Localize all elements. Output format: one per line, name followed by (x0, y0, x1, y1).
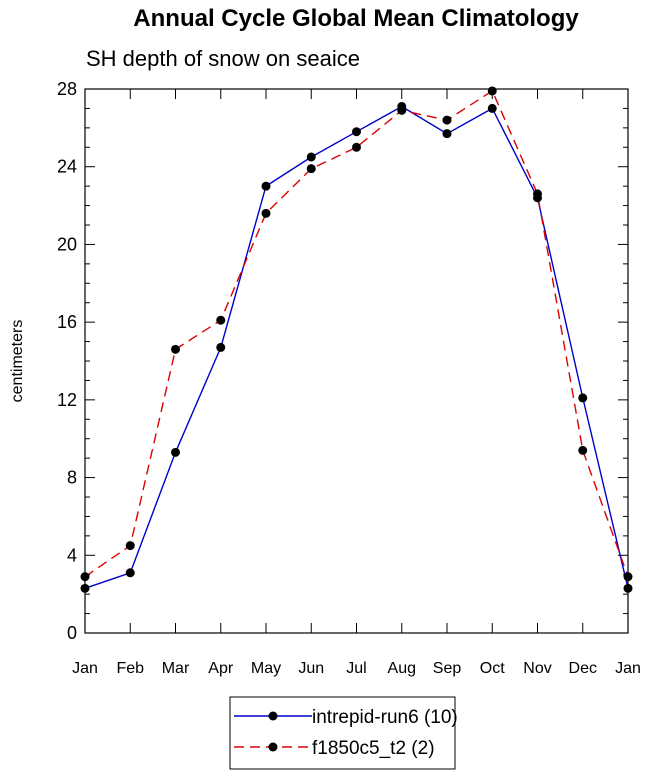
x-tick-label: Aug (388, 660, 416, 677)
series-line-2 (84, 90, 629, 578)
legend-marker-series-1 (268, 711, 278, 721)
x-tick-label: Jan (72, 660, 98, 677)
y-tick-label: 16 (57, 312, 77, 332)
data-point-series-1 (80, 583, 90, 593)
x-tick-labels: Jan Feb Mar Apr May Jun Jul Aug Sep Oct Nov Dec Jan (72, 660, 641, 677)
data-point-series-1 (261, 181, 271, 191)
y-tick-label: 20 (57, 234, 77, 254)
x-tick-label: Sep (433, 660, 462, 677)
data-point-series-2 (397, 105, 407, 115)
data-point-series-1 (125, 568, 135, 578)
series-layer (80, 86, 633, 593)
legend-box (229, 696, 456, 770)
x-tick-label: Jan (615, 660, 641, 677)
x-tick-label: Jul (346, 660, 366, 677)
y-tick-labels: 0 4 8 12 16 20 24 28 (57, 79, 77, 643)
data-point-series-2 (487, 86, 497, 96)
y-tick-label: 8 (67, 468, 77, 488)
y-axis-label: centimeters (9, 320, 26, 403)
data-point-series-1 (578, 393, 588, 403)
x-tick-label: Feb (116, 660, 144, 677)
x-tick-label: Dec (569, 660, 597, 677)
data-point-series-2 (125, 541, 135, 551)
legend-label-series-2: f1850c5_t2 (2) (312, 738, 435, 759)
data-point-series-1 (216, 342, 226, 352)
tick-marks (84, 88, 629, 634)
y-tick-label: 4 (67, 545, 77, 565)
data-point-series-1 (487, 103, 497, 113)
data-point-series-1 (352, 127, 361, 137)
x-tick-label: Mar (162, 660, 190, 677)
data-point-series-2 (216, 315, 226, 325)
x-tick-label: May (251, 660, 281, 677)
data-point-series-2 (352, 142, 361, 152)
data-point-series-2 (533, 189, 542, 199)
data-point-series-1 (442, 129, 452, 139)
data-point-series-2 (623, 572, 633, 582)
plot-frame (84, 88, 629, 634)
legend-marker-series-2 (268, 742, 278, 752)
x-tick-label: Oct (480, 660, 505, 677)
x-tick-label: Nov (523, 660, 551, 677)
data-point-series-2 (306, 164, 316, 174)
x-tick-label: Apr (208, 660, 234, 677)
data-point-series-2 (261, 208, 271, 218)
y-tick-label: 0 (67, 623, 77, 643)
data-point-series-2 (80, 572, 90, 582)
series-line-1 (84, 105, 629, 589)
data-point-series-1 (623, 583, 633, 593)
data-point-series-2 (442, 115, 452, 125)
data-point-series-1 (171, 447, 180, 457)
y-tick-label: 28 (57, 79, 77, 99)
y-tick-label: 12 (57, 390, 77, 410)
chart-title: Annual Cycle Global Mean Climatology (133, 5, 579, 32)
x-tick-label: Jun (298, 660, 324, 677)
chart-subtitle: SH depth of snow on seaice (86, 46, 360, 71)
y-tick-label: 24 (57, 157, 77, 177)
data-point-series-1 (306, 152, 316, 162)
data-point-series-2 (171, 344, 180, 354)
legend: intrepid-run6 (10) f1850c5_t2 (2) (229, 696, 458, 770)
legend-label-series-1: intrepid-run6 (10) (312, 707, 458, 728)
data-point-series-2 (578, 445, 588, 455)
